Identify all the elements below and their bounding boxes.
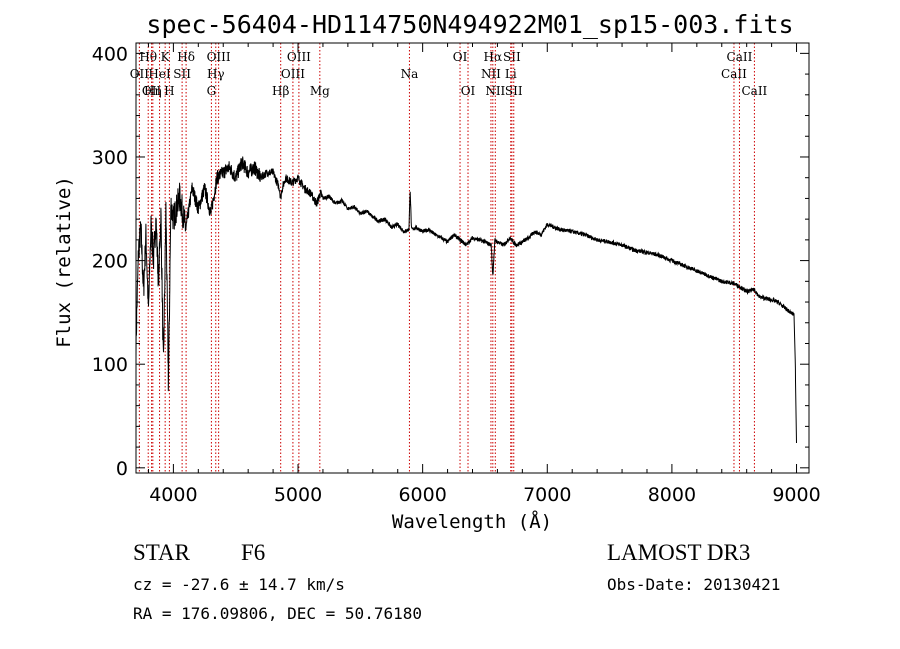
survey-name: LAMOST DR3 <box>607 540 751 565</box>
axes: 4000 5000 6000 7000 8000 9000 0 100 200 300 400 <box>92 43 821 506</box>
y-tick-label: 400 <box>92 43 128 65</box>
line-marker-label: SII <box>505 84 523 98</box>
line-marker-label: OIII <box>281 67 305 81</box>
line-marker-label: Hθ <box>139 50 157 64</box>
line-marker-label: Hη <box>144 84 162 98</box>
line-marker-label: Hδ <box>177 50 195 64</box>
line-marker-label: Hβ <box>272 84 289 98</box>
line-marker-label: OII <box>142 84 162 98</box>
redshift-cz: cz = -27.6 ± 14.7 km/s <box>133 575 345 594</box>
line-marker-label: SII <box>503 50 521 64</box>
line-marker-label: H <box>164 84 174 98</box>
line-marker-label: K <box>161 50 171 64</box>
y-axis-label: Flux (relative) <box>53 176 75 348</box>
plot-frame <box>135 42 810 474</box>
line-marker-label: HeI <box>148 67 171 81</box>
x-tick-label: 4000 <box>149 484 197 506</box>
line-marker-label: Li <box>505 67 517 81</box>
object-subclass: F6 <box>241 540 266 565</box>
line-marker-label: Mg <box>310 84 330 98</box>
y-tick-label: 300 <box>92 147 128 169</box>
line-marker-label: Hα <box>484 50 503 64</box>
line-markers: OIIHθOIIHηHeIKHSIIHδGHγOIIIHβOIIIOIIIMgN… <box>130 43 768 473</box>
x-tick-label: 9000 <box>772 484 820 506</box>
line-marker-label: OI <box>453 50 468 64</box>
line-marker-label: CaII <box>721 67 747 81</box>
x-tick-label: 5000 <box>274 484 322 506</box>
object-class: STAR <box>133 540 190 565</box>
line-marker-label: NII <box>485 84 505 98</box>
line-marker-label: NII <box>481 67 501 81</box>
spectrum-series <box>135 156 797 444</box>
line-marker-label: OIII <box>287 50 311 64</box>
line-marker-label: Hγ <box>207 67 225 81</box>
x-tick-label: 6000 <box>398 484 446 506</box>
y-tick-label: 100 <box>92 354 128 376</box>
chart-title: spec-56404-HD114750N494922M01_sp15-003.f… <box>146 10 793 39</box>
line-marker-label: OIII <box>207 50 231 64</box>
x-tick-label: 8000 <box>648 484 696 506</box>
coordinates: RA = 176.09806, DEC = 50.76180 <box>133 604 422 623</box>
line-marker-label: Na <box>401 67 419 81</box>
observation-date: Obs-Date: 20130421 <box>607 575 781 594</box>
line-marker-label: G <box>207 84 217 98</box>
line-marker-label: CaII <box>727 50 753 64</box>
x-axis-label: Wavelength (Å) <box>392 510 552 533</box>
x-tick-label: 7000 <box>523 484 571 506</box>
line-marker-label: OI <box>461 84 476 98</box>
line-marker-label: CaII <box>741 84 767 98</box>
spectrum-line <box>135 156 797 444</box>
y-tick-label: 0 <box>116 458 128 480</box>
line-marker-label: SII <box>173 67 191 81</box>
y-tick-label: 200 <box>92 251 128 273</box>
